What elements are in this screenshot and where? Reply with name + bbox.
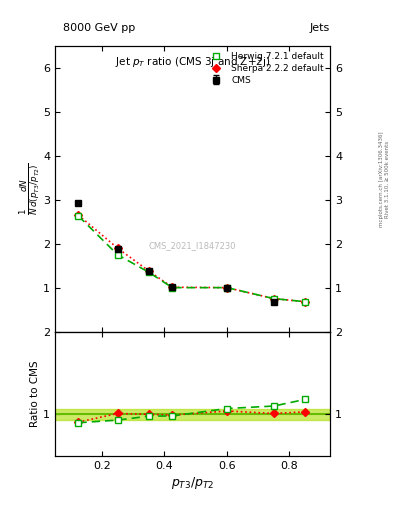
Legend: Herwig 7.2.1 default, Sherpa 2.2.2 default, CMS: Herwig 7.2.1 default, Sherpa 2.2.2 defau… <box>203 51 326 87</box>
Sherpa 2.2.2 default <box>303 298 307 305</box>
Herwig 7.2.1 default <box>170 285 174 291</box>
Text: 8000 GeV pp: 8000 GeV pp <box>63 23 135 33</box>
Herwig 7.2.1 default <box>147 269 151 275</box>
Herwig 7.2.1 default <box>115 251 120 258</box>
Herwig 7.2.1 default <box>272 295 276 302</box>
Sherpa 2.2.2 default <box>272 295 276 302</box>
Bar <box>55 409 330 420</box>
Herwig 7.2.1 default <box>225 285 230 291</box>
Sherpa 2.2.2 default <box>170 284 174 290</box>
Text: CMS_2021_I1847230: CMS_2021_I1847230 <box>149 242 236 250</box>
Herwig 7.2.1 default <box>76 213 81 219</box>
Sherpa 2.2.2 default <box>76 212 81 218</box>
Text: Jets: Jets <box>310 23 330 33</box>
Text: mcplots.cern.ch [arXiv:1306.3436]: mcplots.cern.ch [arXiv:1306.3436] <box>379 132 384 227</box>
Sherpa 2.2.2 default <box>147 268 151 274</box>
Line: Herwig 7.2.1 default: Herwig 7.2.1 default <box>75 212 309 305</box>
Sherpa 2.2.2 default <box>225 285 230 291</box>
Y-axis label: Ratio to CMS: Ratio to CMS <box>30 360 40 427</box>
Herwig 7.2.1 default <box>303 298 307 305</box>
Y-axis label: $\frac{1}{N}\frac{dN}{d(p_{T3}/p_{T2})}$: $\frac{1}{N}\frac{dN}{d(p_{T3}/p_{T2})}$ <box>18 163 42 215</box>
X-axis label: $p_{T3}/p_{T2}$: $p_{T3}/p_{T2}$ <box>171 475 214 490</box>
Sherpa 2.2.2 default <box>115 245 120 251</box>
Text: Jet $p_T$ ratio (CMS 3j and Z+2j): Jet $p_T$ ratio (CMS 3j and Z+2j) <box>115 55 270 69</box>
Text: Rivet 3.1.10, ≥ 500k events: Rivet 3.1.10, ≥ 500k events <box>385 141 390 218</box>
Line: Sherpa 2.2.2 default: Sherpa 2.2.2 default <box>76 212 308 305</box>
